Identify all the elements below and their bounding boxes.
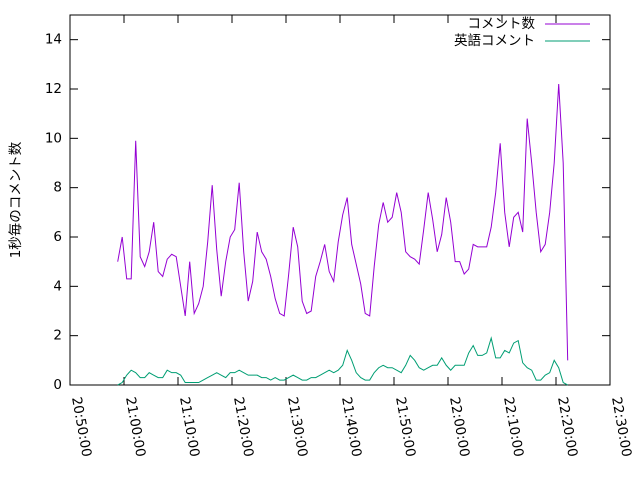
y-axis-label: 1秒毎のコメント数	[8, 141, 24, 258]
y-tick-label: 14	[45, 32, 62, 48]
y-tick-label: 10	[45, 130, 62, 146]
plot-border	[69, 14, 611, 386]
y-tick-label: 6	[53, 229, 62, 245]
x-tick-label: 22:00:00	[446, 396, 472, 458]
x-tick-label: 21:30:00	[284, 396, 310, 458]
x-tick-label: 20:50:00	[68, 396, 94, 458]
series-line	[117, 336, 568, 386]
y-tick-label: 12	[45, 81, 62, 97]
y-tick-label: 0	[53, 377, 62, 393]
x-tick-label: 22:10:00	[500, 396, 526, 458]
x-tick-label: 21:50:00	[392, 396, 418, 458]
x-tick-label: 21:10:00	[176, 396, 202, 458]
legend-label: 英語コメント	[454, 32, 535, 49]
x-tick-label: 21:40:00	[338, 396, 364, 458]
x-tick-label: 21:00:00	[122, 396, 148, 458]
x-tick-label: 21:20:00	[230, 396, 256, 458]
x-tick-label: 22:20:00	[554, 396, 580, 458]
legend-label: コメント数	[468, 16, 536, 32]
x-tick-label: 22:30:00	[608, 396, 634, 458]
y-tick-label: 2	[53, 328, 62, 344]
series-line	[117, 84, 569, 361]
y-tick-label: 4	[53, 278, 62, 294]
y-tick-label: 8	[53, 180, 62, 196]
